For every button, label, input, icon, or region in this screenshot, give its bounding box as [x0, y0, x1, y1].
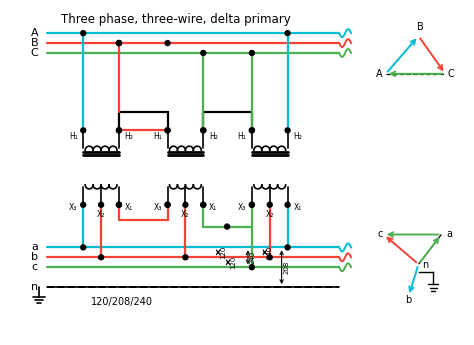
Circle shape [117, 202, 121, 207]
Text: H₂: H₂ [209, 132, 218, 141]
Circle shape [249, 202, 255, 207]
Circle shape [249, 128, 255, 133]
Circle shape [267, 255, 272, 260]
Text: H₂: H₂ [293, 132, 302, 141]
Circle shape [81, 128, 86, 133]
Circle shape [267, 202, 272, 207]
Text: X₃: X₃ [238, 203, 246, 212]
Text: 120: 120 [220, 246, 226, 259]
Circle shape [249, 50, 255, 56]
Circle shape [183, 202, 188, 207]
Text: n: n [31, 282, 38, 292]
Circle shape [117, 128, 121, 133]
Text: n: n [422, 260, 429, 270]
Text: a: a [31, 243, 38, 253]
Text: b: b [405, 295, 412, 305]
Circle shape [249, 202, 255, 207]
Text: X₂: X₂ [181, 210, 190, 219]
Circle shape [201, 50, 206, 56]
Circle shape [249, 265, 255, 270]
Circle shape [183, 255, 188, 260]
Circle shape [81, 245, 86, 250]
Text: B: B [417, 22, 424, 32]
Text: 240: 240 [267, 246, 273, 259]
Circle shape [117, 41, 121, 46]
Text: X₂: X₂ [97, 210, 105, 219]
Circle shape [117, 202, 121, 207]
Text: Three phase, three-wire, delta primary: Three phase, three-wire, delta primary [61, 13, 291, 26]
Circle shape [201, 202, 206, 207]
Circle shape [165, 128, 170, 133]
Circle shape [81, 202, 86, 207]
Circle shape [201, 128, 206, 133]
Circle shape [99, 255, 104, 260]
Text: X₂: X₂ [265, 210, 274, 219]
Circle shape [99, 202, 104, 207]
Text: 240: 240 [250, 251, 256, 264]
Circle shape [165, 202, 170, 207]
Text: X₃: X₃ [69, 203, 78, 212]
Circle shape [117, 128, 121, 133]
Circle shape [249, 128, 255, 133]
Text: H₂: H₂ [125, 132, 133, 141]
Text: X₃: X₃ [154, 203, 162, 212]
Circle shape [285, 245, 290, 250]
Circle shape [285, 202, 290, 207]
Text: 120/208/240: 120/208/240 [91, 297, 153, 307]
Circle shape [117, 41, 121, 46]
Text: X₁: X₁ [125, 203, 133, 212]
Text: H₁: H₁ [69, 132, 78, 141]
Text: A: A [31, 28, 38, 38]
Circle shape [285, 31, 290, 36]
Text: B: B [31, 38, 38, 48]
Circle shape [201, 128, 206, 133]
Text: b: b [31, 252, 38, 262]
Text: c: c [32, 262, 38, 272]
Circle shape [165, 128, 170, 133]
Text: X₁: X₁ [209, 203, 217, 212]
Text: H₁: H₁ [153, 132, 162, 141]
Text: 120: 120 [230, 256, 236, 269]
Circle shape [81, 31, 86, 36]
Text: C: C [448, 69, 455, 79]
Text: A: A [375, 69, 382, 79]
Circle shape [117, 41, 121, 46]
Circle shape [165, 202, 170, 207]
Text: X₁: X₁ [293, 203, 301, 212]
Text: H₁: H₁ [237, 132, 246, 141]
Circle shape [165, 41, 170, 46]
Text: C: C [31, 48, 38, 58]
Circle shape [285, 128, 290, 133]
Text: 208: 208 [283, 260, 290, 274]
Circle shape [201, 202, 206, 207]
Text: c: c [378, 229, 383, 239]
Text: a: a [447, 229, 452, 239]
Circle shape [225, 224, 229, 229]
